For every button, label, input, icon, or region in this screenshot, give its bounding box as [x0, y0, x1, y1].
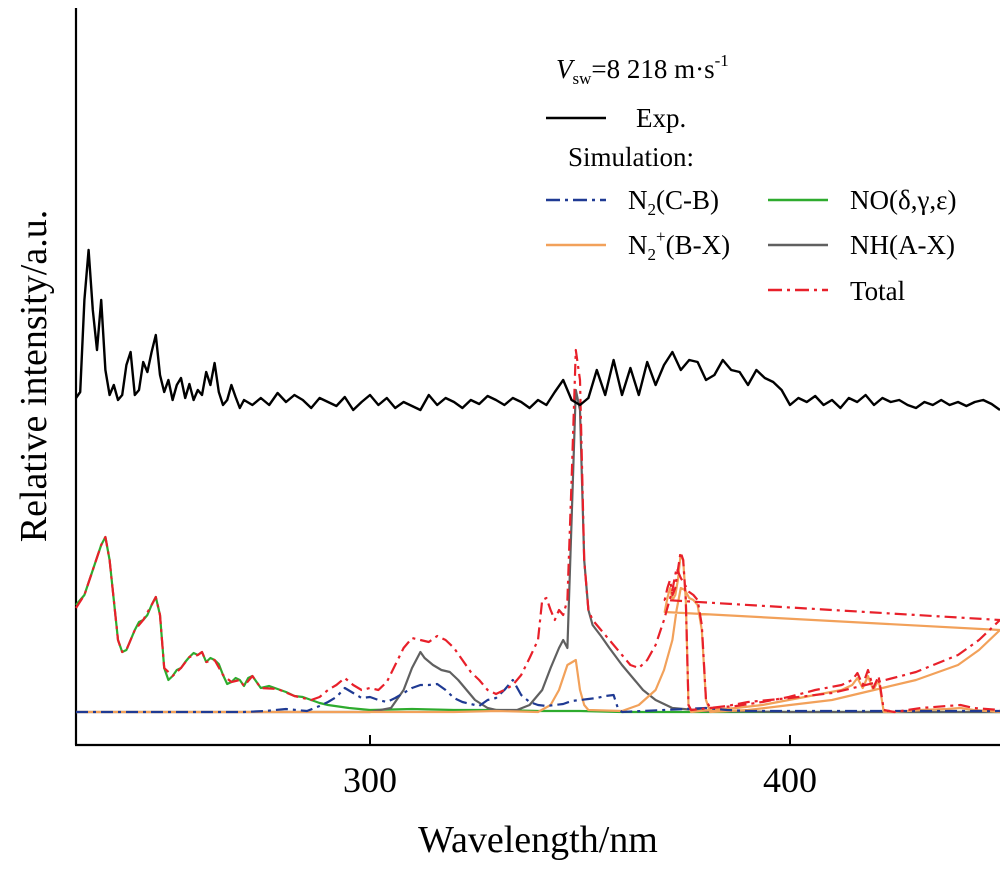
legend-label-no: NO(δ,γ,ε)	[850, 185, 956, 215]
v-value: =8 218 m·s	[591, 54, 714, 84]
x-tick-label: 400	[763, 760, 817, 800]
x-axis-title: Wavelength/nm	[418, 819, 658, 861]
series-line-total	[75, 348, 1000, 714]
series-line-n2-b-x-	[76, 553, 1000, 714]
legend-label-total: Total	[850, 276, 905, 306]
legend-label-n2plus: N2+(B-X)	[628, 227, 730, 264]
legend-label-nh: NH(A-X)	[850, 230, 955, 260]
v-superscript: -1	[715, 51, 729, 70]
series-group	[75, 248, 1000, 714]
legend-label-exp: Exp.	[636, 103, 686, 133]
legend: Exp. Simulation: N2(C-B) NO(δ,γ,ε) N2+(B…	[546, 103, 956, 306]
legend-label-n2cb: N2(C-B)	[628, 185, 719, 219]
series-line-n2-c-b-	[76, 678, 1000, 714]
series-line-exp-	[75, 248, 1000, 412]
shock-velocity-annotation: Vsw=8 218 m·s-1	[556, 51, 729, 88]
v-symbol: V	[556, 54, 576, 84]
x-tick-label: 300	[343, 760, 397, 800]
v-subscript: sw	[573, 69, 593, 88]
legend-heading: Simulation:	[568, 142, 694, 172]
y-axis-title: Relative intensity/a.u.	[13, 210, 55, 542]
x-ticks: 300 400	[343, 735, 817, 800]
series-line-nh-a-x-	[76, 388, 1000, 714]
